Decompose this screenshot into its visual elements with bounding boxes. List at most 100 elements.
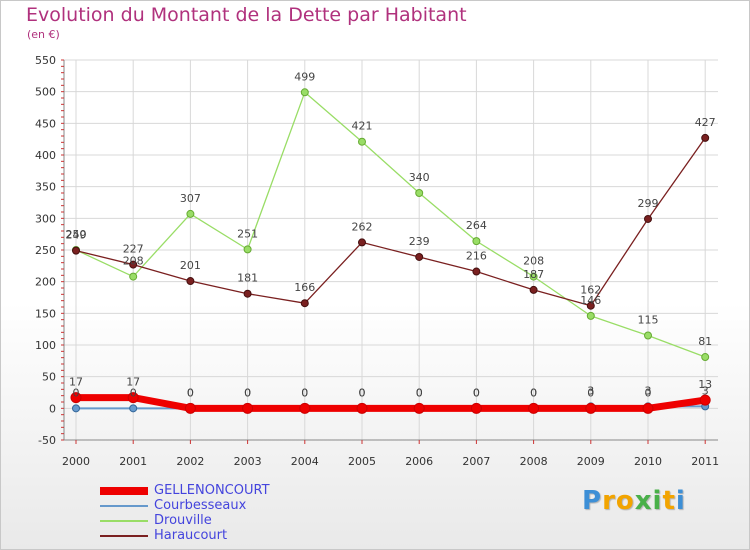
proxiti-logo: Proxiti bbox=[582, 486, 686, 516]
data-label: 0 bbox=[473, 386, 480, 399]
data-label: 0 bbox=[530, 386, 537, 399]
y-tick-label: 550 bbox=[35, 54, 56, 67]
y-tick-label: -50 bbox=[38, 434, 56, 447]
data-point bbox=[472, 267, 481, 276]
legend-swatch bbox=[100, 486, 148, 495]
data-point bbox=[129, 404, 138, 413]
data-label: 146 bbox=[580, 294, 601, 307]
data-point bbox=[299, 402, 311, 414]
data-label: 307 bbox=[180, 192, 201, 205]
x-tick-label: 2008 bbox=[520, 455, 548, 468]
data-point bbox=[300, 88, 309, 97]
data-label: 201 bbox=[180, 259, 201, 272]
data-point bbox=[242, 402, 254, 414]
data-point bbox=[129, 260, 138, 269]
legend-swatch bbox=[100, 519, 148, 522]
y-tick-label: 350 bbox=[35, 181, 56, 194]
data-label: 181 bbox=[237, 272, 258, 285]
logo-letter: x bbox=[634, 486, 653, 516]
legend-label: Courbesseaux bbox=[154, 498, 247, 513]
logo-letter: P bbox=[582, 486, 603, 516]
data-label: 0 bbox=[530, 386, 537, 399]
data-label: 166 bbox=[294, 281, 315, 294]
x-tick-label: 2002 bbox=[176, 455, 204, 468]
y-tick-label: 50 bbox=[42, 371, 56, 384]
data-point bbox=[358, 137, 366, 146]
data-label: 13 bbox=[698, 378, 712, 391]
series-gellenoncourt bbox=[70, 392, 711, 414]
series-line bbox=[75, 137, 706, 307]
series-line bbox=[75, 91, 706, 358]
data-label: 421 bbox=[352, 120, 373, 133]
y-tick-label: 300 bbox=[35, 212, 56, 225]
x-tick-label: 2004 bbox=[291, 455, 319, 468]
data-label: 0 bbox=[130, 386, 137, 399]
series-drouville bbox=[72, 88, 710, 362]
data-label: 208 bbox=[523, 255, 544, 268]
series-line bbox=[76, 394, 706, 412]
x-tick-label: 2003 bbox=[234, 455, 262, 468]
data-point bbox=[586, 301, 595, 310]
y-tick-label: 150 bbox=[35, 307, 56, 320]
x-tick-label: 2001 bbox=[119, 455, 147, 468]
data-point bbox=[586, 311, 595, 320]
data-label: 299 bbox=[638, 197, 659, 210]
y-tick-label: 100 bbox=[35, 339, 56, 352]
logo-letter: i bbox=[652, 486, 663, 516]
chart-legend: GELLENONCOURT Courbesseaux Drouville Harauc… bbox=[100, 483, 270, 543]
data-point bbox=[644, 214, 652, 223]
data-point bbox=[472, 237, 481, 246]
data-point bbox=[701, 353, 710, 362]
data-label: 0 bbox=[416, 386, 423, 399]
logo-letter: r bbox=[602, 486, 616, 516]
data-label: 187 bbox=[523, 268, 544, 281]
data-label: 249 bbox=[66, 229, 87, 242]
data-point bbox=[358, 238, 366, 247]
data-label: 216 bbox=[466, 250, 487, 263]
data-label: 3 bbox=[702, 384, 709, 397]
data-point bbox=[413, 402, 425, 414]
data-label: 0 bbox=[301, 386, 308, 399]
x-tick-label: 2005 bbox=[348, 455, 376, 468]
legend-swatch bbox=[100, 534, 148, 537]
data-point bbox=[186, 209, 195, 218]
data-label: 340 bbox=[409, 171, 430, 184]
chart-title: Evolution du Montant de la Dette par Hab… bbox=[26, 4, 467, 26]
data-label: 208 bbox=[123, 255, 144, 268]
data-point bbox=[72, 404, 80, 413]
legend-label: GELLENONCOURT bbox=[154, 483, 270, 498]
legend-item: Drouville bbox=[100, 513, 270, 528]
data-label: 3 bbox=[645, 384, 652, 397]
x-tick-label: 2006 bbox=[405, 455, 433, 468]
data-label: 0 bbox=[301, 386, 308, 399]
y-tick-label: 0 bbox=[49, 402, 56, 415]
data-label: 0 bbox=[244, 386, 251, 399]
data-point bbox=[129, 272, 138, 281]
data-point bbox=[529, 285, 538, 294]
data-label: 250 bbox=[66, 228, 87, 241]
data-point bbox=[186, 277, 195, 286]
data-label: 115 bbox=[638, 314, 659, 327]
legend-swatch bbox=[100, 504, 148, 507]
legend-item: Courbesseaux bbox=[100, 498, 270, 513]
data-label: 239 bbox=[409, 235, 430, 248]
x-tick-label: 2000 bbox=[62, 455, 90, 468]
x-tick-label: 2007 bbox=[462, 455, 490, 468]
data-label: 162 bbox=[580, 284, 601, 297]
data-label: 17 bbox=[69, 376, 83, 389]
data-label: 17 bbox=[126, 376, 140, 389]
grid-lines bbox=[64, 59, 718, 441]
x-tick-label: 2010 bbox=[634, 455, 662, 468]
data-label: 0 bbox=[473, 386, 480, 399]
data-label: 251 bbox=[237, 227, 258, 240]
y-tick-label: 200 bbox=[35, 276, 56, 289]
data-label: 3 bbox=[587, 384, 594, 397]
logo-letter: t bbox=[662, 486, 676, 516]
data-label: 262 bbox=[352, 220, 373, 233]
chart-subtitle: (en €) bbox=[27, 28, 60, 41]
data-point bbox=[470, 402, 482, 414]
logo-letter: o bbox=[615, 486, 635, 516]
series-haraucourt bbox=[72, 133, 710, 310]
